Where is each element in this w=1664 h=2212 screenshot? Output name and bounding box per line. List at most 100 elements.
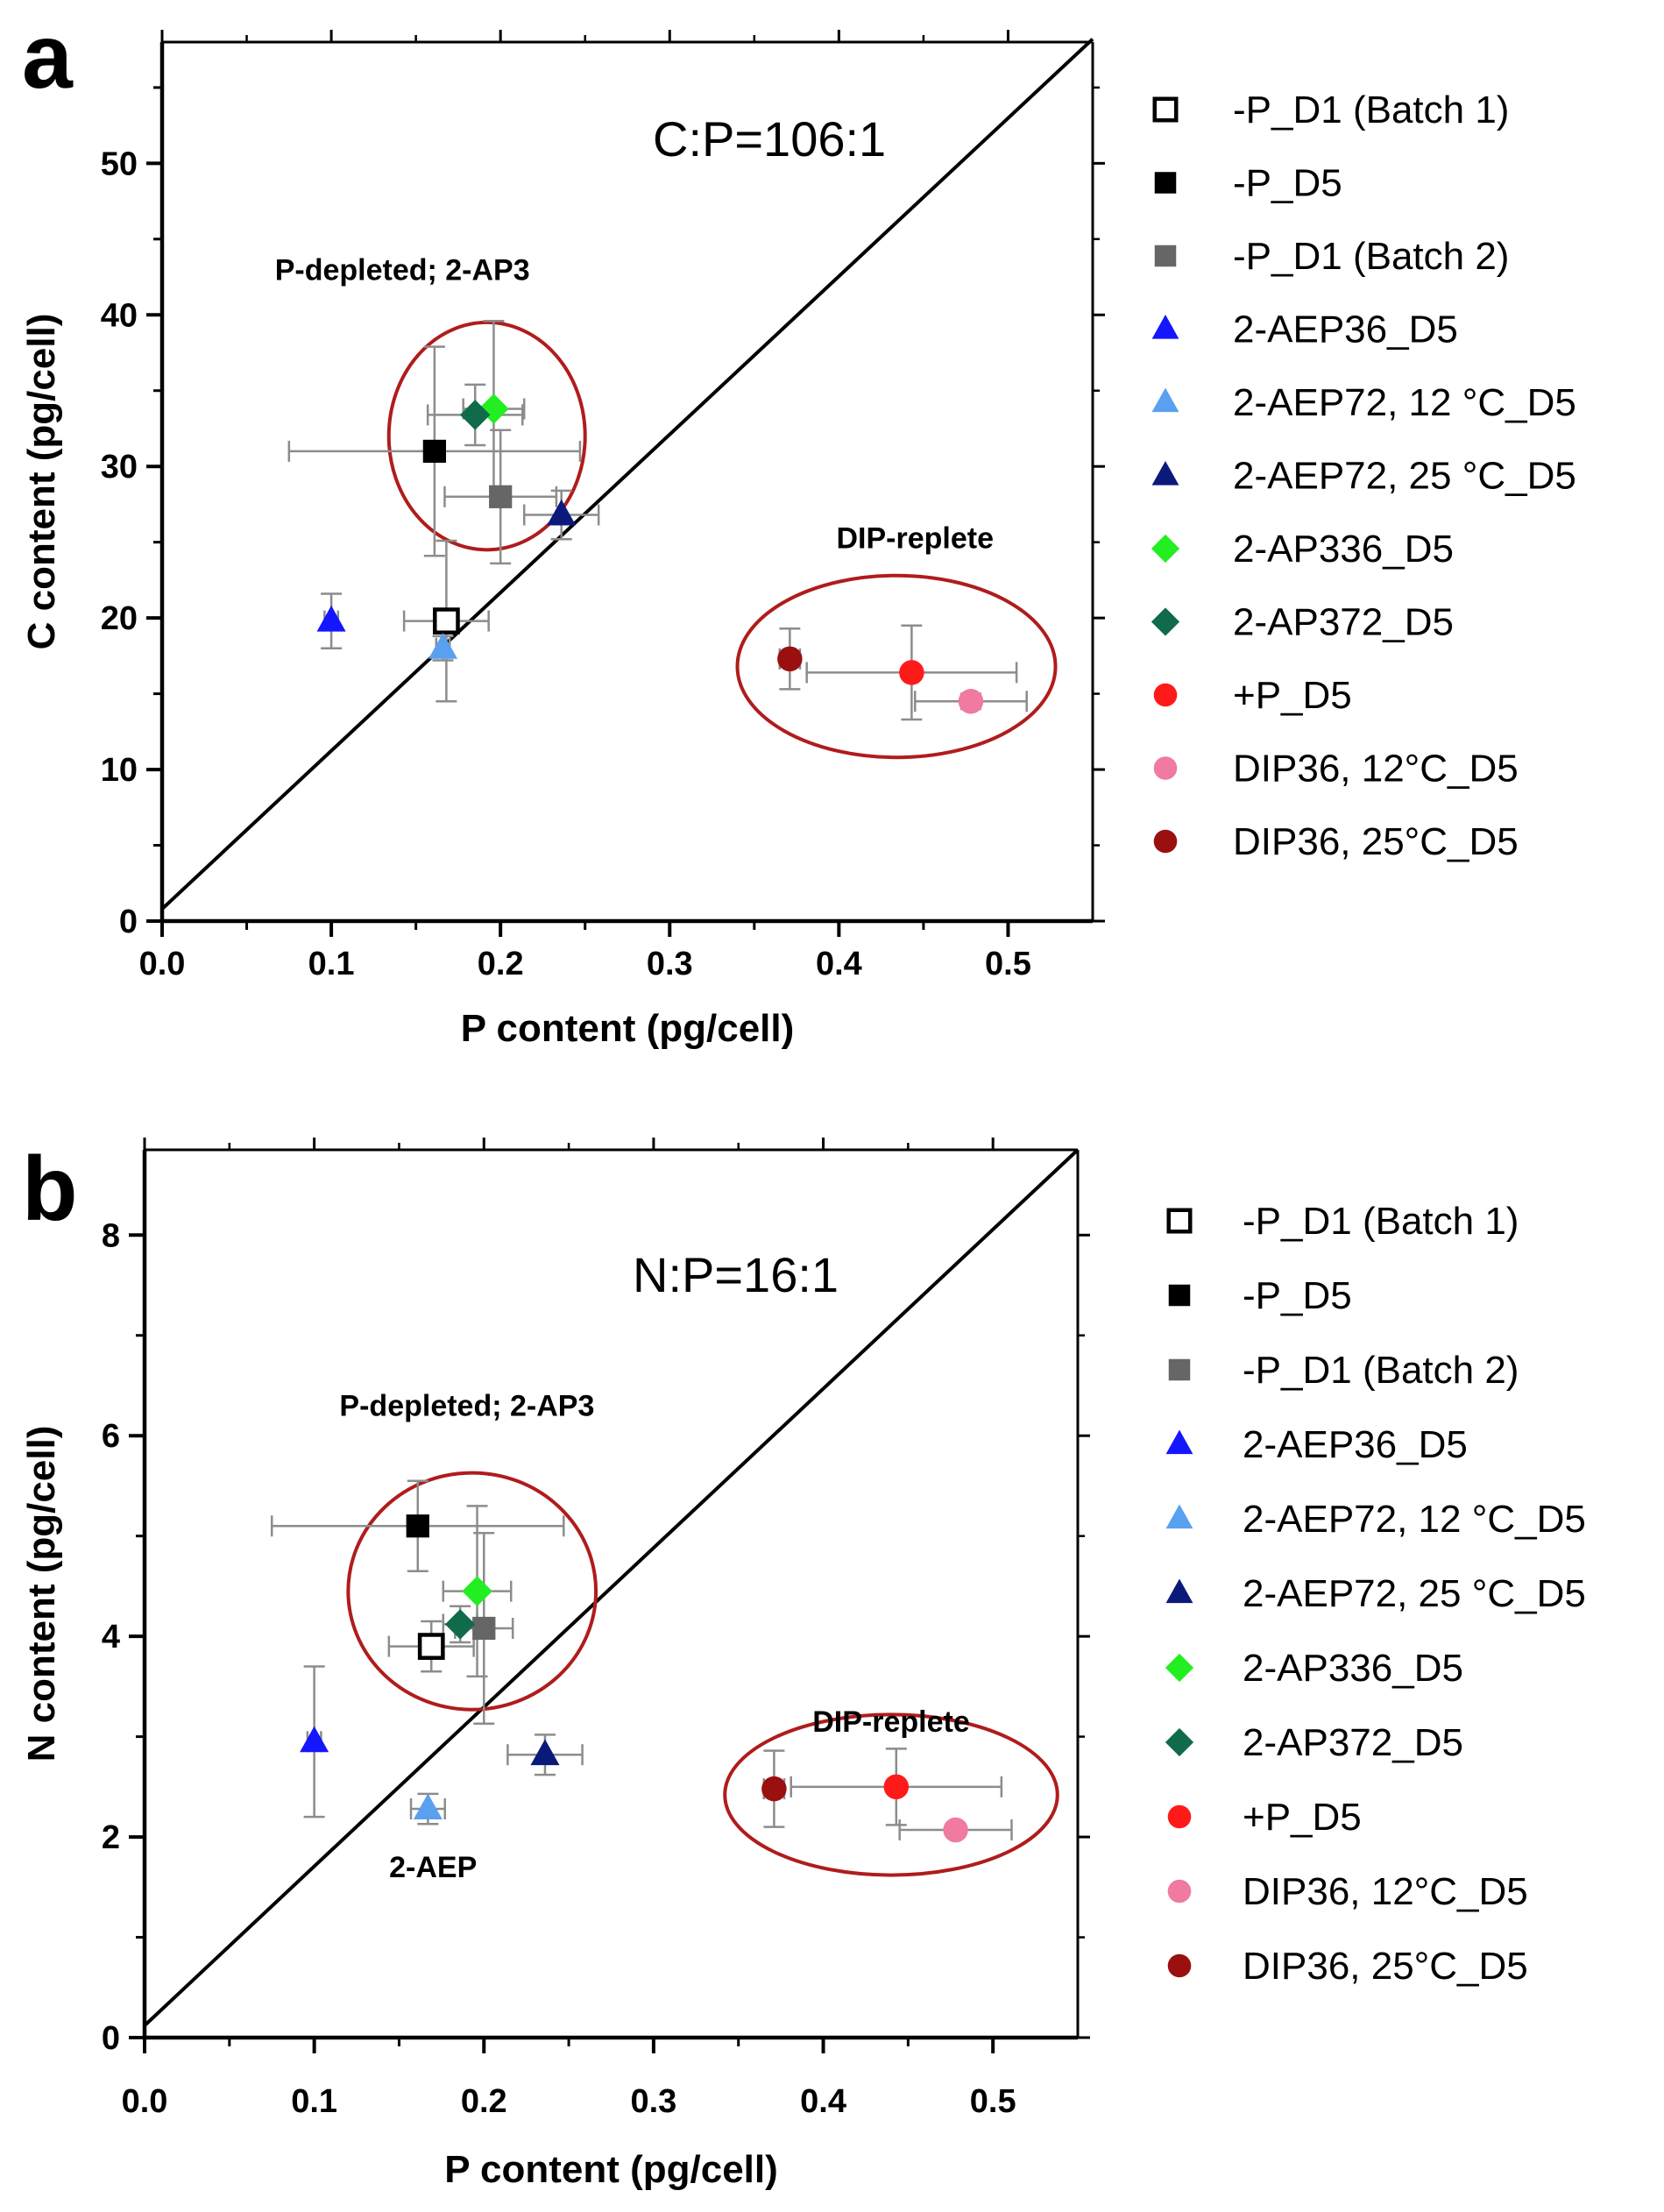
panel-a-legend-item: 2-AP372_D5: [1151, 601, 1454, 644]
panel-b-legend-marker-p-d5: [1168, 1284, 1191, 1307]
panel-b-legend-label: DIP36, 12°C_D5: [1243, 1870, 1528, 1913]
panel-a-point-2-aep36-d5: [316, 605, 346, 632]
panel-a-chart: a 0.0 0.1 0.2 0.3 0.4 0.5 0 10 20 30 40 50 P content…: [20, 6, 1576, 1050]
panel-b-y-axis-title: N content (pg/cell): [20, 1426, 63, 1762]
panel-a-point-p-d5: [899, 660, 924, 685]
panel-b-legend-marker-p-d1-batch-2: [1168, 1358, 1191, 1381]
panel-b-legend-marker-2-aep72-25-c-d5: [1165, 1578, 1193, 1604]
panel-b-x-tick-label: 0.3: [630, 2083, 676, 2120]
panel-a-legend-item: DIP36, 25°C_D5: [1153, 820, 1519, 863]
panel-a-y-tick-label: 10: [101, 752, 138, 789]
panel-b-x-tick-label: 0.0: [122, 2083, 168, 2120]
panel-b-point-p-d1-batch-1: [417, 1633, 445, 1660]
panel-a-point-p-d5: [422, 439, 447, 464]
panel-a-annotation-p-depleted-2-ap3: P-depleted; 2-AP3: [275, 254, 530, 287]
panel-b-legend-label: 2-AP336_D5: [1243, 1647, 1463, 1690]
panel-a-legend-label: -P_D1 (Batch 1): [1233, 89, 1509, 131]
panel-b-legend-item: -P_D5: [1168, 1274, 1352, 1317]
panel-b-annotation-dip-replete: DIP-replete: [812, 1705, 970, 1739]
panel-b-y-tick-label: 8: [102, 1217, 120, 1254]
panel-a-legend-label: 2-AP336_D5: [1233, 528, 1454, 571]
panel-b-ratio-label: N:P=16:1: [633, 1247, 839, 1302]
panel-b-point-2-ap336-d5: [462, 1576, 492, 1606]
panel-a-y-tick-label: 40: [101, 297, 138, 334]
panel-a-legend-marker-p-d1-batch-1: [1152, 96, 1179, 123]
panel-a-annotation-dip-replete: DIP-replete: [837, 522, 995, 556]
panel-a-y-tick-label: 50: [101, 145, 138, 182]
panel-b-point-2-aep72-12-c-d5: [413, 1793, 443, 1819]
panel-a-y-tick-label: 20: [101, 600, 138, 637]
panel-a-legend-item: -P_D5: [1154, 162, 1342, 205]
panel-a-legend-item: -P_D1 (Batch 2): [1154, 235, 1509, 278]
panel-b-legend-label: 2-AEP72, 12 °C_D5: [1243, 1498, 1586, 1541]
panel-b-x-tick-label: 0.1: [291, 2083, 337, 2120]
panel-b-chart: b 0.0 0.1 0.2 0.3 0.4 0.5 0 2 4 6 8 P content (pg/c…: [20, 1138, 1586, 2191]
panel-a-legend-marker-2-ap372-d5: [1151, 607, 1180, 636]
panel-a-y-tick-label: 30: [101, 449, 138, 486]
panel-b-legend-item: -P_D1 (Batch 1): [1166, 1200, 1519, 1243]
panel-a-y-axis-title: C content (pg/cell): [20, 314, 63, 650]
panel-b-legend-marker-p-d5: [1167, 1804, 1192, 1829]
panel-a-legend-label: -P_D1 (Batch 2): [1233, 235, 1509, 278]
panel-a-legend-item: DIP36, 12°C_D5: [1153, 748, 1519, 791]
panel-a-group-ellipse-2: [735, 573, 1058, 760]
panel-a-legend-item: 2-AEP36_D5: [1151, 308, 1458, 351]
panel-a-y-tick-label: 0: [119, 904, 138, 940]
panel-a-legend-label: 2-AEP72, 12 °C_D5: [1233, 381, 1576, 424]
panel-b-point-p-d1-batch-2: [472, 1616, 496, 1641]
panel-b-letter: b: [22, 1138, 78, 1240]
panel-b-legend-marker-2-ap372-d5: [1165, 1727, 1194, 1757]
panel-b-x-tick-label: 0.5: [970, 2083, 1016, 2120]
panel-a-legend-item: -P_D1 (Batch 1): [1152, 89, 1509, 131]
panel-b-legend-item: 2-AEP36_D5: [1165, 1423, 1468, 1466]
panel-b-redfield-ratio-line: [143, 1148, 1080, 2027]
panel-b-legend-marker-2-aep72-12-c-d5: [1165, 1504, 1193, 1529]
panel-a-legend-label: 2-AP372_D5: [1233, 601, 1454, 644]
panel-b-legend-marker-2-aep36-d5: [1165, 1429, 1193, 1455]
panel-a-legend-marker-2-aep36-d5: [1151, 315, 1179, 339]
panel-a-legend-label: DIP36, 12°C_D5: [1233, 748, 1519, 791]
panel-b-annotation-2-aep: 2-AEP: [389, 1851, 477, 1884]
panel-a-legend-marker-2-aep72-12-c-d5: [1151, 387, 1179, 413]
panel-a-point-p-d1-batch-2: [489, 485, 513, 508]
panel-a-point-2-aep72-25-c-d5: [547, 499, 577, 526]
panel-b-legend-marker-2-ap336-d5: [1165, 1653, 1194, 1683]
panel-a-ratio-label: C:P=106:1: [653, 111, 886, 167]
panel-b-legend-label: +P_D5: [1243, 1796, 1362, 1839]
panel-b-x-tick-label: 0.2: [461, 2083, 507, 2120]
panel-b-legend-marker-dip36-25-c-d5: [1167, 1953, 1192, 1978]
panel-b-group-ellipse-1: [346, 1471, 598, 1712]
panel-a-legend-label: +P_D5: [1233, 674, 1352, 717]
panel-b-legend-item: 2-AP372_D5: [1165, 1721, 1463, 1764]
panel-a-point-2-ap372-d5: [459, 400, 491, 430]
panel-b-y-tick-label: 0: [102, 2020, 120, 2057]
panel-a-legend-label: DIP36, 25°C_D5: [1233, 820, 1519, 863]
panel-a-x-tick-label: 0.2: [478, 946, 524, 982]
panel-b-legend-item: 2-AEP72, 12 °C_D5: [1165, 1498, 1586, 1541]
panel-a-legend-marker-p-d1-batch-2: [1154, 245, 1177, 267]
panel-b-legend-label: -P_D1 (Batch 1): [1243, 1200, 1519, 1243]
panel-b-legend-label: -P_D5: [1243, 1274, 1352, 1317]
panel-a-x-tick-label: 0.0: [139, 946, 186, 982]
panel-b-group-ellipse-2: [723, 1712, 1059, 1877]
panel-b-x-axis-title: P content (pg/cell): [444, 2148, 778, 2191]
panel-b-point-dip36-25-c-d5: [761, 1776, 787, 1802]
panel-b-legend-label: 2-AEP36_D5: [1243, 1423, 1468, 1466]
panel-a-legend-label: 2-AEP36_D5: [1233, 308, 1458, 351]
panel-a-redfield-ratio-line: [160, 38, 1094, 911]
panel-b-y-tick-label: 6: [102, 1418, 120, 1455]
panel-a-letter: a: [22, 6, 74, 108]
panel-a-point-dip36-25-c-d5: [777, 646, 803, 672]
panel-b-legend-item: DIP36, 25°C_D5: [1167, 1945, 1528, 1988]
panel-b-point-p-d5: [883, 1774, 910, 1800]
panel-b-legend-marker-dip36-12-c-d5: [1167, 1879, 1192, 1904]
panel-a-legend-marker-p-d5: [1154, 172, 1177, 194]
panel-b-y-tick-label: 2: [102, 1819, 120, 1856]
panel-a-legend-marker-dip36-25-c-d5: [1153, 829, 1178, 854]
panel-b-legend-item: -P_D1 (Batch 2): [1168, 1349, 1519, 1392]
panel-a-legend-marker-p-d5: [1153, 683, 1178, 707]
panel-b-legend-item: DIP36, 12°C_D5: [1167, 1870, 1528, 1913]
panel-a-legend-item: +P_D5: [1153, 674, 1352, 717]
panel-a-legend-item: 2-AEP72, 25 °C_D5: [1151, 455, 1576, 498]
